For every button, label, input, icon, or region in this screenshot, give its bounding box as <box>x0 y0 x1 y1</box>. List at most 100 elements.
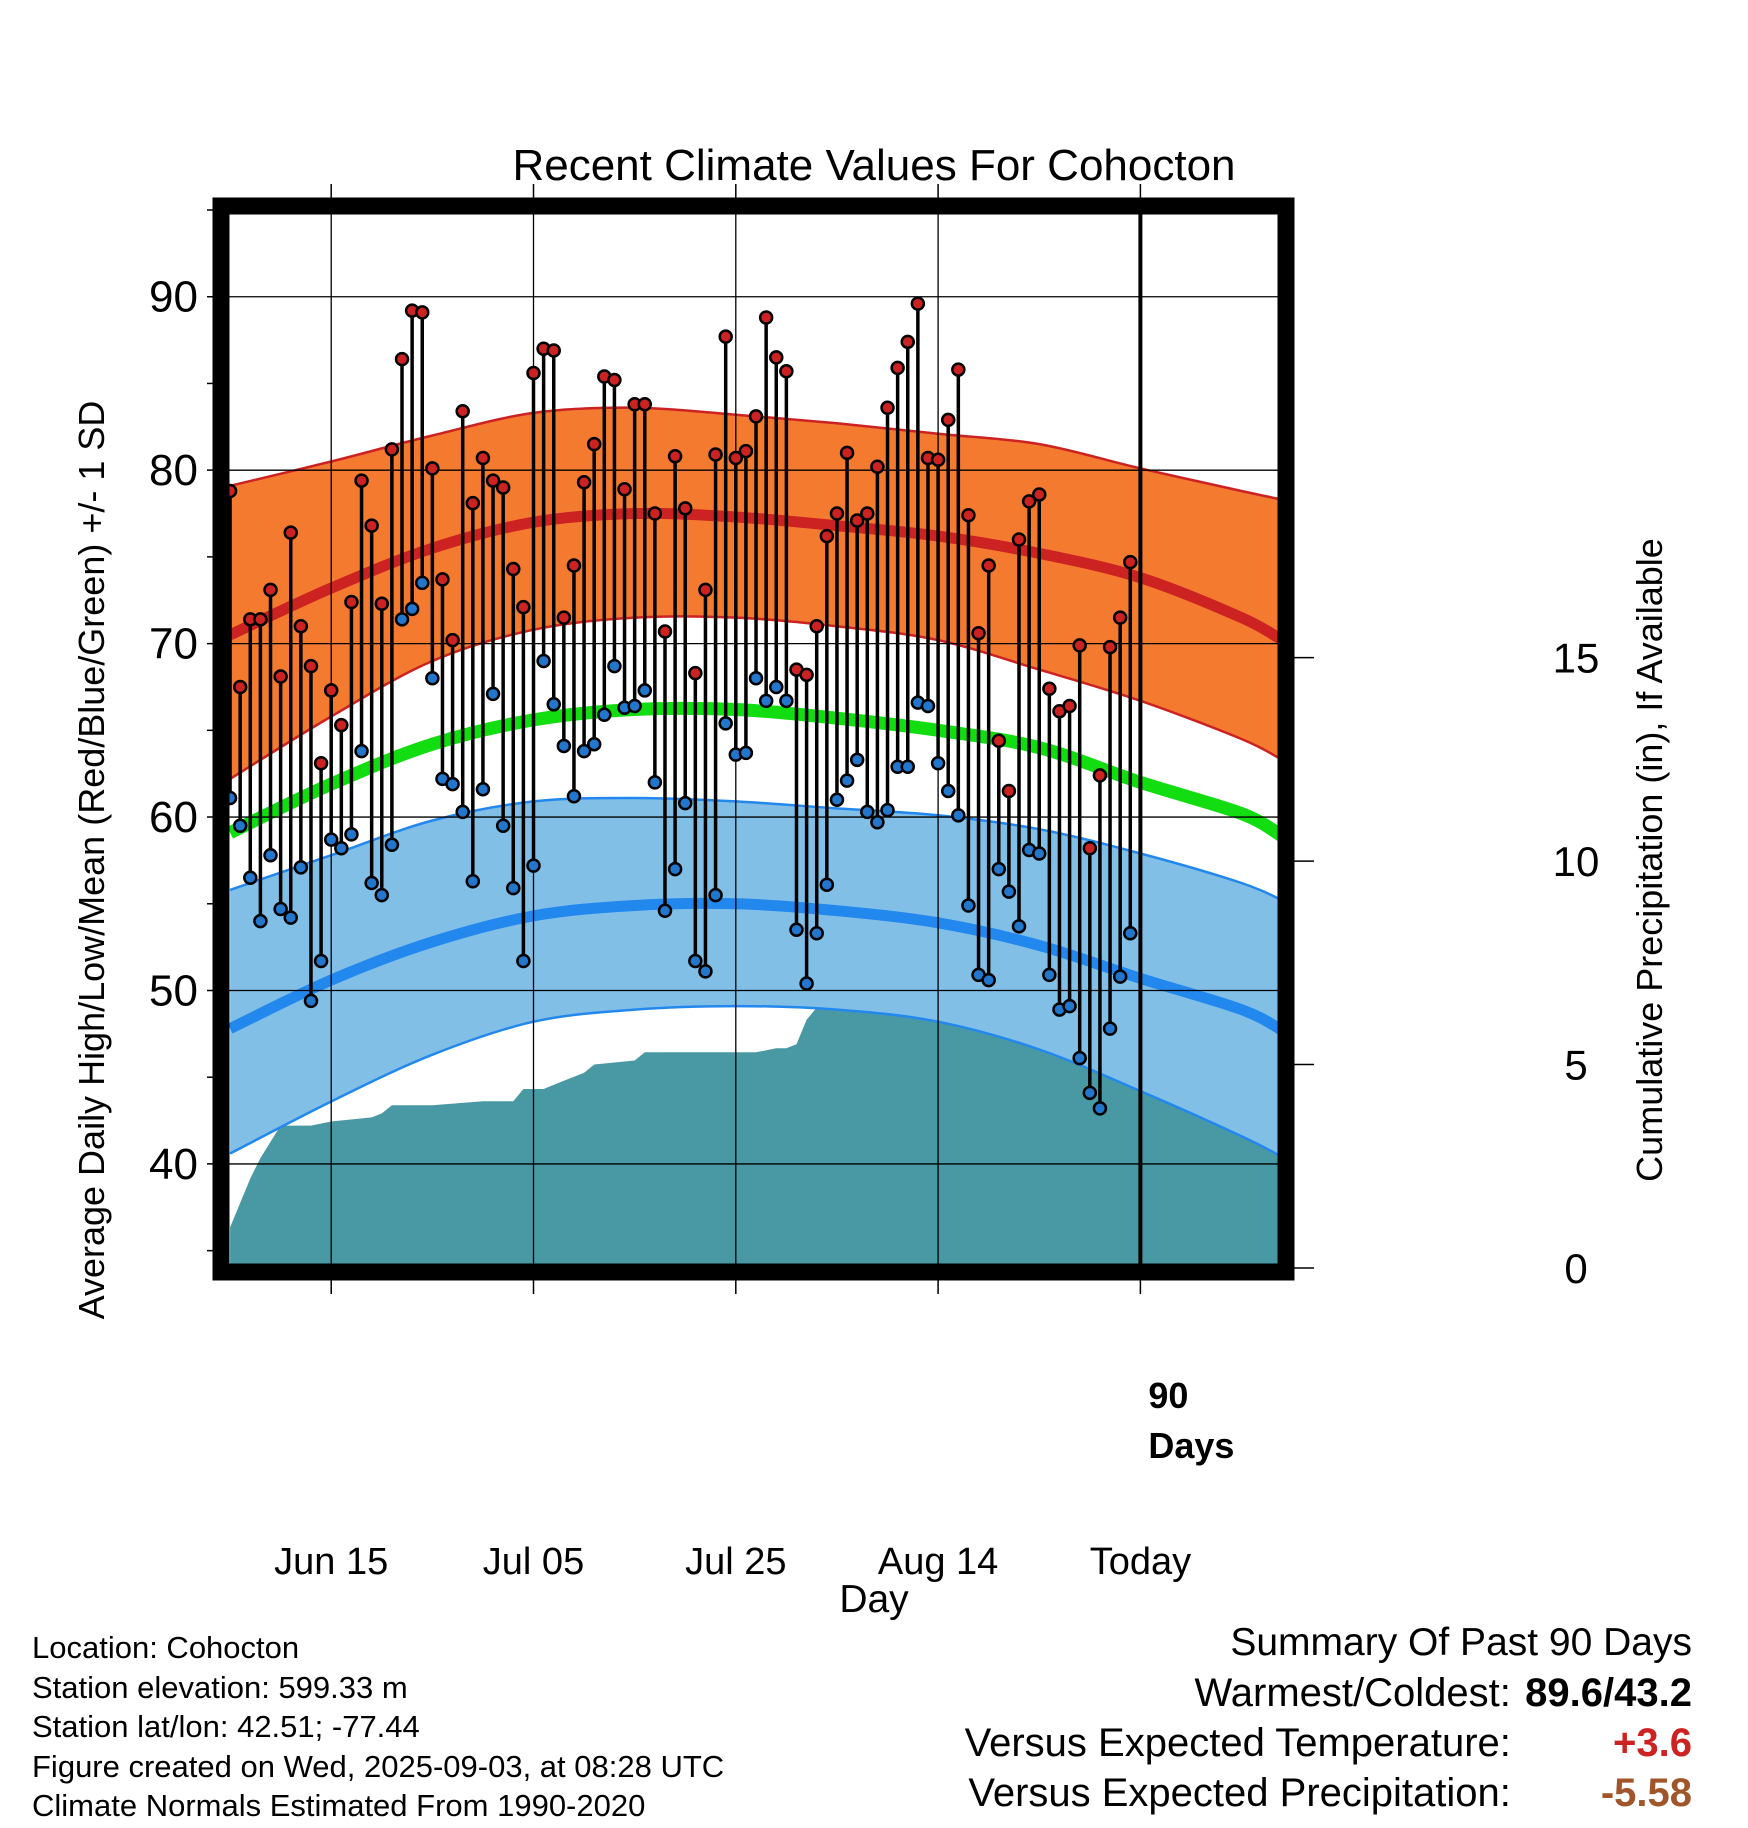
high-point <box>951 362 966 377</box>
low-point <box>334 841 349 856</box>
summary-panel: Summary Of Past 90 Days Warmest/Coldest:… <box>965 1618 1692 1818</box>
low-point <box>688 953 703 969</box>
ninety-days-label: 90 <box>1148 1375 1188 1416</box>
low-point <box>627 698 642 714</box>
low-point <box>1072 1050 1087 1066</box>
temp-anomaly-label: Versus Expected Temperature: <box>964 1721 1511 1765</box>
low-point <box>708 887 723 903</box>
high-point <box>263 582 278 598</box>
high-point <box>880 400 895 415</box>
high-point <box>1062 698 1077 714</box>
y-tick-label: 80 <box>149 446 198 495</box>
high-point <box>344 594 359 610</box>
low-point <box>232 818 248 833</box>
low-point <box>870 815 885 830</box>
low-point <box>445 776 460 792</box>
high-point <box>728 450 744 466</box>
high-point <box>981 558 996 573</box>
low-point <box>344 827 359 842</box>
high-point <box>425 461 440 476</box>
high-point <box>688 665 703 681</box>
high-point <box>991 733 1007 748</box>
temp-anomaly-value: +3.6 <box>1613 1721 1692 1765</box>
high-point <box>698 582 713 598</box>
warmest-coldest-row: Warmest/Coldest: 89.6/43.2 <box>965 1668 1693 1718</box>
high-point <box>607 372 622 388</box>
high-point <box>839 445 855 461</box>
low-point <box>243 870 258 886</box>
low-point <box>1082 1085 1098 1101</box>
low-point <box>758 693 774 709</box>
low-point <box>526 858 541 873</box>
low-point <box>597 707 612 722</box>
high-point <box>779 364 794 379</box>
low-point <box>374 887 390 903</box>
high-point <box>526 365 541 381</box>
station-info: Location: Cohocton Station elevation: 59… <box>32 1628 724 1826</box>
high-point <box>414 305 430 320</box>
low-point <box>506 880 521 896</box>
low-point <box>384 837 400 853</box>
y2-tick-label: 0 <box>1564 1245 1587 1292</box>
high-point <box>809 619 824 634</box>
high-point <box>1092 768 1108 783</box>
low-point <box>981 972 996 988</box>
high-point <box>637 397 653 412</box>
high-point <box>455 403 470 419</box>
y-tick-label: 90 <box>149 273 198 322</box>
high-point <box>394 351 410 367</box>
high-point <box>677 501 693 516</box>
low-point <box>425 671 440 686</box>
high-point <box>516 599 531 615</box>
low-point <box>940 783 956 799</box>
low-point <box>323 832 339 847</box>
x-tick-label: Jul 25 <box>685 1541 786 1583</box>
low-point <box>769 679 784 695</box>
high-point <box>435 572 450 587</box>
high-point <box>1123 554 1138 570</box>
low-point <box>475 782 491 797</box>
high-point <box>1042 681 1057 696</box>
high-point <box>293 619 309 634</box>
created-text: Figure created on Wed, 2025-09-03, at 08… <box>32 1748 725 1784</box>
high-point <box>313 756 329 771</box>
low-point <box>900 759 916 775</box>
low-point <box>789 922 804 938</box>
low-point <box>819 877 835 892</box>
y2-tick-label: 15 <box>1553 635 1600 682</box>
low-point <box>495 818 511 833</box>
high-point <box>961 508 976 523</box>
high-point <box>1072 638 1087 653</box>
high-point <box>273 669 288 684</box>
high-point <box>758 310 774 325</box>
high-point <box>303 658 319 674</box>
low-point <box>283 910 298 925</box>
y-tick-label: 50 <box>149 966 198 1015</box>
location-text: Location: Cohocton <box>32 1630 300 1665</box>
high-point <box>1001 783 1017 799</box>
high-point <box>576 475 592 490</box>
low-point <box>313 953 329 969</box>
low-point <box>394 612 410 627</box>
low-point <box>1123 926 1138 941</box>
high-point <box>506 561 521 577</box>
low-point <box>1042 967 1057 983</box>
low-point <box>799 976 814 991</box>
low-point <box>748 671 764 686</box>
low-point <box>829 792 845 807</box>
low-point <box>991 861 1007 877</box>
low-point <box>920 698 936 714</box>
high-point <box>546 343 561 358</box>
chart-title: Recent Climate Values For Cohocton <box>512 141 1235 190</box>
low-point <box>576 743 592 759</box>
low-point <box>253 913 268 929</box>
low-point <box>951 808 966 823</box>
high-point <box>354 473 369 488</box>
x-tick-label: Jun 15 <box>274 1541 388 1583</box>
high-point <box>748 409 764 424</box>
low-point <box>404 601 420 617</box>
ninety-days-label: Days <box>1148 1425 1234 1466</box>
high-point <box>940 412 956 428</box>
high-point <box>829 506 845 521</box>
x-tick-label: Jul 05 <box>483 1541 584 1583</box>
